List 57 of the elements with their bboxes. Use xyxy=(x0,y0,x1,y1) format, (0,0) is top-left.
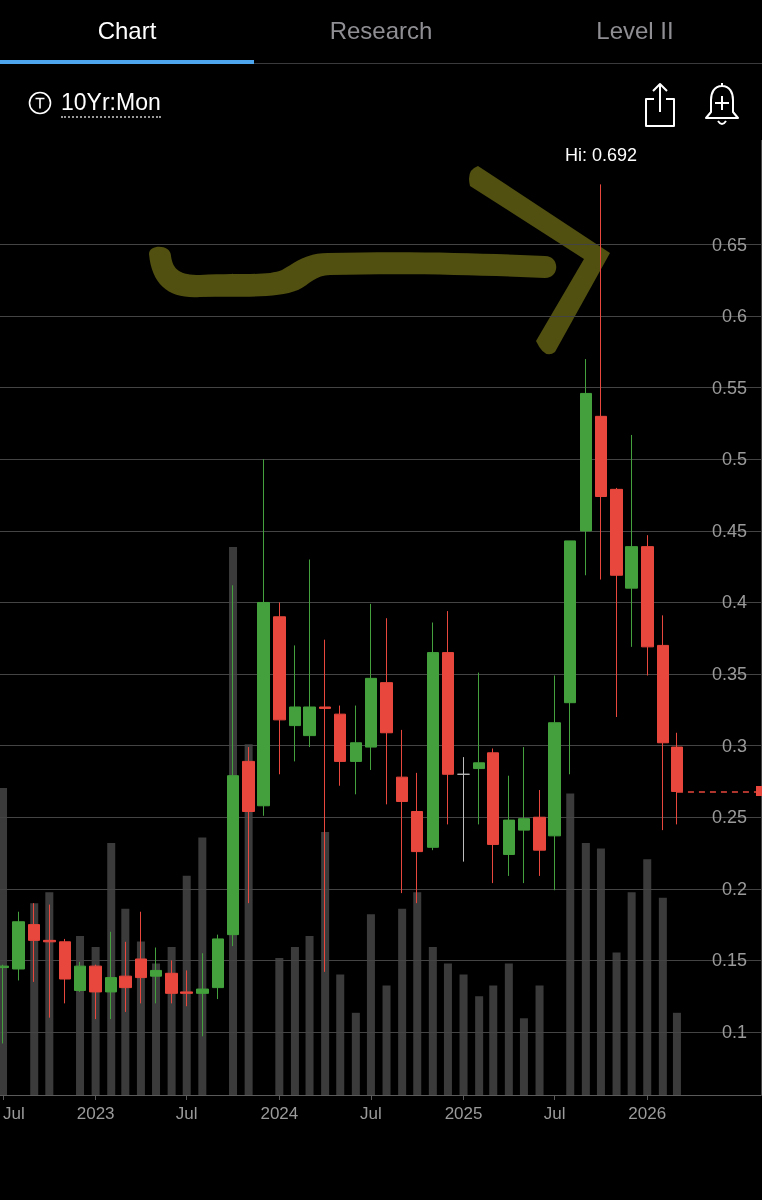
y-tick-label: 0.25 xyxy=(711,807,747,828)
candlestick xyxy=(196,952,209,1037)
candlestick xyxy=(641,534,654,676)
candlestick xyxy=(518,746,530,884)
candlestick xyxy=(289,644,301,762)
candlestick xyxy=(180,969,193,1007)
candlestick xyxy=(503,775,515,877)
text: Level II xyxy=(595,16,675,46)
candlestick xyxy=(625,434,638,648)
candlestick xyxy=(457,756,470,863)
x-tick-label: Jul xyxy=(360,1104,382,1123)
y-tick-label: 0.3 xyxy=(721,735,747,756)
candlestick xyxy=(595,183,607,581)
annotation: Hi: 0.692 xyxy=(564,145,637,166)
candlestick xyxy=(257,458,270,817)
candlestick xyxy=(12,911,25,981)
x-tick-label: 2025 xyxy=(444,1104,483,1123)
candlestick xyxy=(396,729,408,894)
y-tick-label: 0.35 xyxy=(711,664,747,685)
y-tick-label: 0.5 xyxy=(721,449,747,470)
x-tick-label: 2024 xyxy=(260,1104,299,1123)
x-tick-label: Jul xyxy=(175,1104,198,1123)
candlestick xyxy=(74,961,86,993)
candlestick xyxy=(610,487,623,718)
candlestick xyxy=(273,601,286,775)
candlestick xyxy=(334,705,346,787)
y-tick-label: 0.15 xyxy=(711,950,747,971)
x-tick-label: 2026 xyxy=(628,1104,667,1123)
candlestick xyxy=(165,959,178,1004)
text: Chart xyxy=(96,16,158,46)
x-tick-label: 2023 xyxy=(76,1104,115,1123)
candlestick xyxy=(657,614,669,831)
candlestick xyxy=(350,705,362,795)
candlestick xyxy=(533,789,546,877)
x-tick-label: Jul xyxy=(3,1104,25,1123)
y-tick-label: 0.65 xyxy=(711,234,747,255)
y-tick-label: 0.4 xyxy=(721,592,747,613)
candlestick xyxy=(212,934,224,1000)
candlestick xyxy=(564,540,576,775)
y-tick-label: 0.55 xyxy=(711,377,747,398)
candlestick xyxy=(427,622,439,851)
y-tick-label: 0.2 xyxy=(721,878,747,899)
candlestick xyxy=(442,610,454,825)
text: Research xyxy=(328,16,434,46)
candlestick xyxy=(59,938,71,1004)
candlestick xyxy=(487,748,499,884)
candlestick xyxy=(365,603,377,771)
candlestick xyxy=(303,559,316,748)
x-tick-label: Jul xyxy=(543,1104,566,1123)
candlestick xyxy=(580,358,592,576)
y-tick-label: 0.1 xyxy=(721,1022,747,1042)
y-tick-label: 0.45 xyxy=(711,520,747,541)
candlestick xyxy=(473,672,485,825)
candlestick xyxy=(380,617,393,805)
chart-title: 10Yr:Mon xyxy=(61,88,161,118)
y-tick-label: 0.6 xyxy=(721,306,747,327)
candlestick xyxy=(548,674,561,891)
